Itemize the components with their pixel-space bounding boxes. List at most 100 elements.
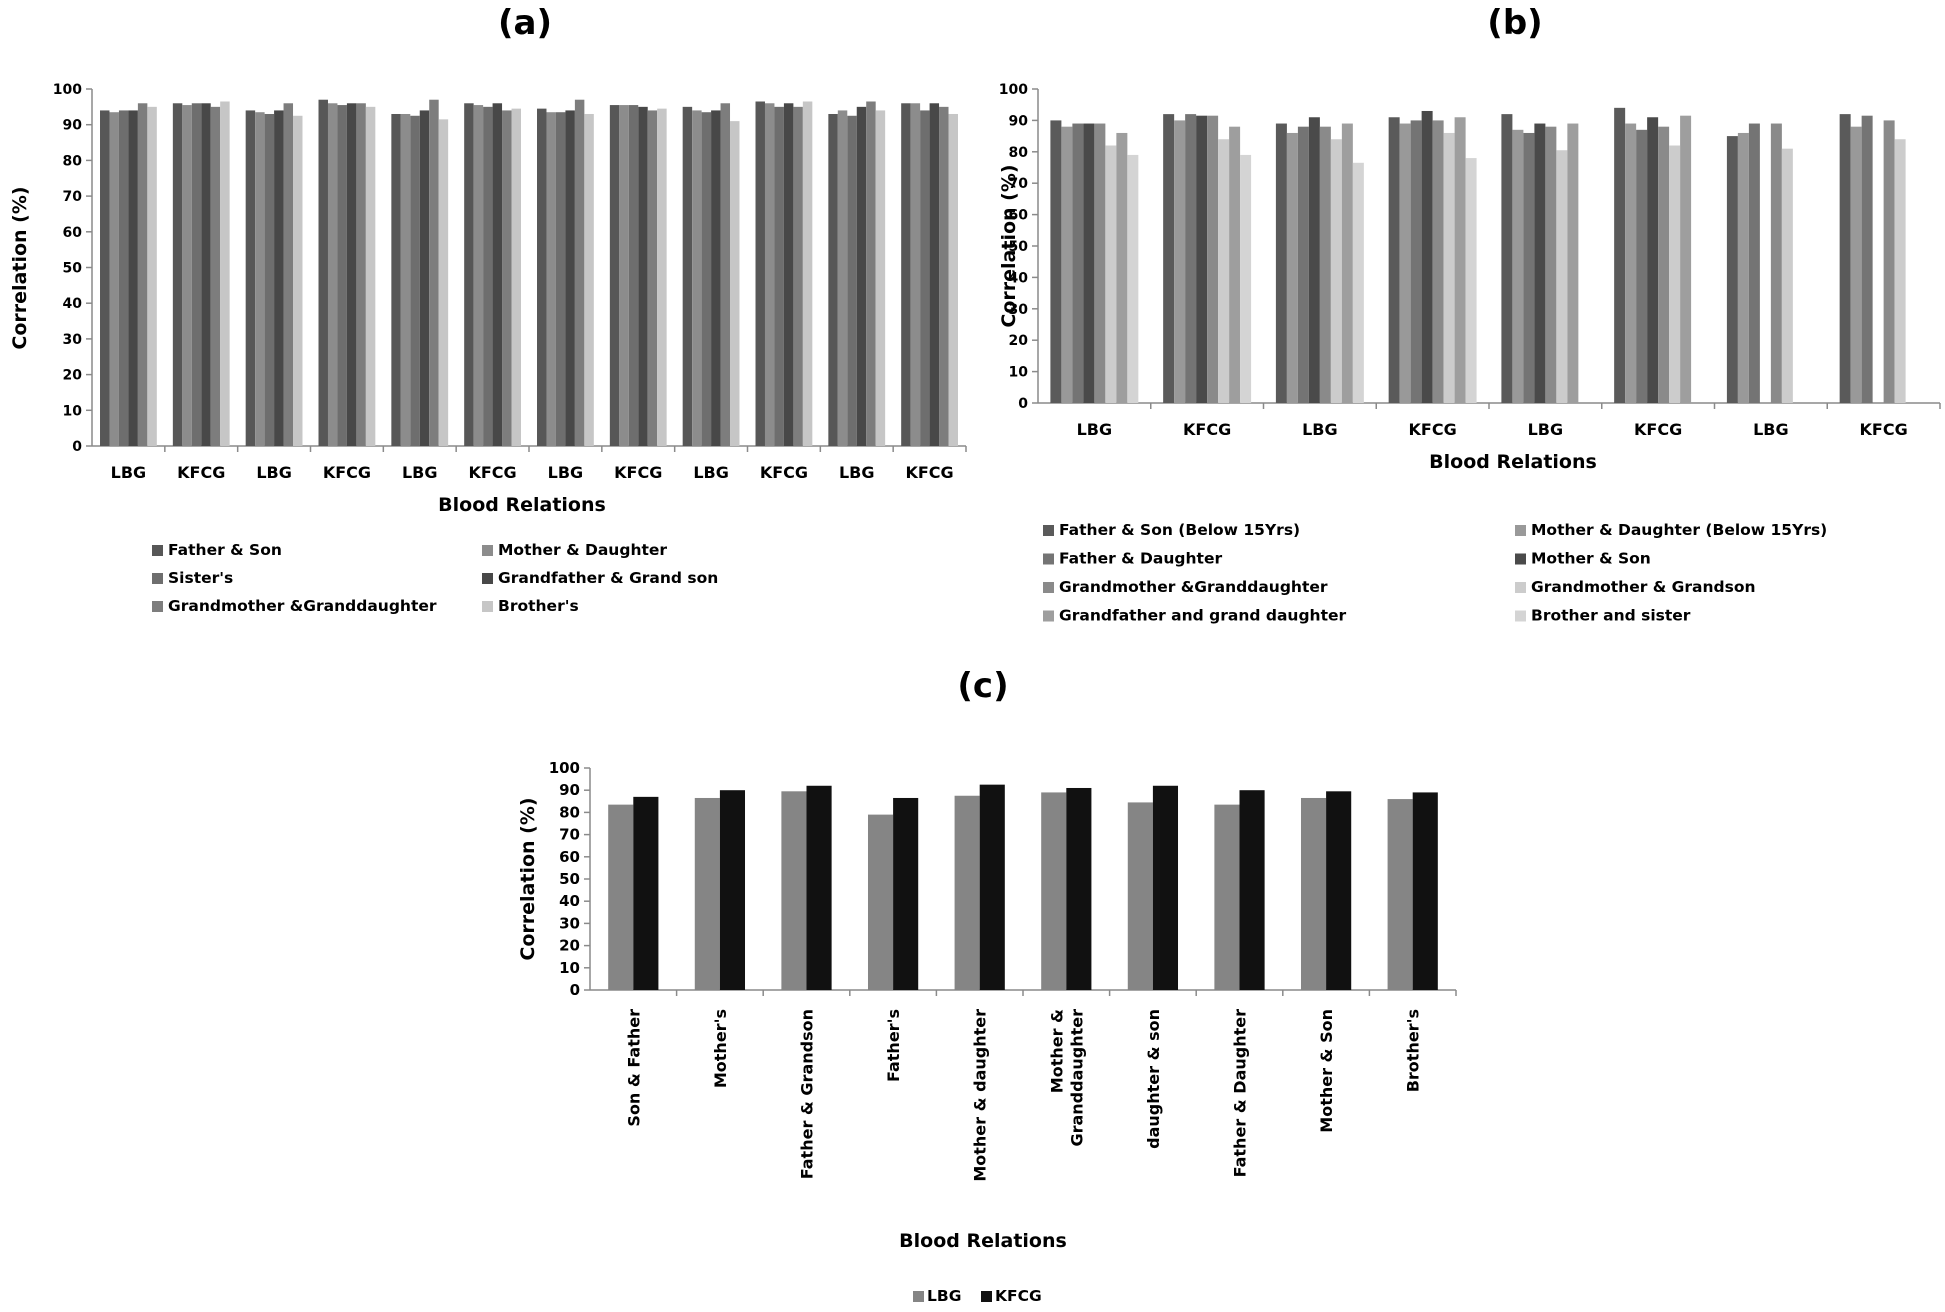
chart-c-bar (1239, 790, 1265, 990)
chart-a-y-tick-label: 0 (72, 439, 82, 455)
chart-a-bar (191, 103, 202, 446)
chart-a-legend-swatch (152, 545, 163, 556)
chart-b-bar (1207, 115, 1219, 403)
chart-c-y-tick-label: 70 (559, 826, 580, 844)
chart-b-bar (1388, 117, 1400, 403)
chart-a-bar (410, 115, 420, 447)
chart-a-bar (172, 103, 183, 446)
chart-a-bar (910, 103, 921, 446)
chart-b-bar (1850, 126, 1862, 404)
chart-a-bar (483, 106, 493, 446)
chart-b-x-tick-label: LBG (1753, 420, 1789, 439)
chart-b-bar (1680, 115, 1692, 403)
chart-a-bar (828, 113, 838, 447)
chart-a-x-tick-label: KFCG (468, 463, 516, 482)
chart-a-bar (939, 106, 949, 446)
chart-b-legend-swatch (1515, 610, 1526, 622)
chart-a-legend-label: Brother's (498, 597, 579, 615)
chart-a-bar (574, 99, 585, 447)
chart-b-bar (1083, 123, 1095, 403)
chart-b-bar (1286, 132, 1298, 403)
chart-c-x-tick-label: Mother & Son (1317, 1009, 1336, 1133)
chart-c-bar (1300, 797, 1327, 990)
chart-a-y-tick-label: 40 (63, 296, 83, 312)
chart-c-y-tick-label: 90 (559, 781, 580, 799)
chart-a-bar (346, 103, 357, 446)
chart-a-bar (537, 108, 547, 446)
chart-a-bar (901, 103, 911, 446)
chart-c-legend-swatch (981, 1291, 992, 1302)
chart-b-bar (1319, 126, 1331, 404)
chart-c-x-tick-label: Mother's (711, 1009, 730, 1088)
chart-c-panel-label: (c) (957, 666, 1008, 706)
chart-b-bar (1174, 120, 1186, 404)
chart-a-x-tick-label: LBG (693, 463, 729, 482)
chart-c-bar (1326, 791, 1352, 990)
chart-c-bar (806, 785, 832, 990)
chart-a-bar (619, 105, 629, 446)
chart-b-bar (1061, 126, 1073, 404)
chart-a-bar (356, 103, 366, 446)
chart-a-bar (682, 106, 693, 446)
chart-b-bar (1308, 117, 1320, 403)
chart-b-bar (1658, 126, 1670, 404)
chart-b-bar (1432, 120, 1444, 404)
chart-a-y-tick-label: 70 (63, 189, 83, 205)
chart-b-bar (1625, 123, 1637, 403)
chart-a-bar (137, 103, 148, 446)
chart-a-bar (584, 113, 594, 447)
chart-c-bar (781, 791, 807, 990)
chart-a-legend-label: Grandfather & Grand son (498, 569, 718, 587)
chart-a-x-tick-label: LBG (548, 463, 584, 482)
chart-c-bar (1066, 787, 1092, 990)
chart-a-bar (109, 112, 119, 446)
chart-c-bar (867, 814, 894, 990)
chart-b-bar (1534, 123, 1546, 403)
chart-b-bar (1465, 158, 1477, 403)
chart-b-bar (1636, 129, 1648, 403)
chart-a-bar (555, 112, 566, 446)
chart-b-bar (1105, 145, 1117, 403)
chart-b-svg: (b) 0 10 20 30 40 50 60 70 80 90 100 Correlation (%)… (998, 3, 1941, 625)
chart-b-y-tick-label: 0 (1018, 396, 1028, 412)
chart-a-y-tick-label: 100 (53, 82, 82, 98)
chart-b-y-tick-label: 70 (1009, 176, 1029, 192)
chart-a-bar (255, 112, 265, 446)
chart-a-bar (419, 110, 430, 447)
chart-c-x-tick-label: Father's (884, 1009, 903, 1082)
chart-a-bar (147, 106, 157, 446)
chart-c-x-axis-title: Blood Relations (899, 1230, 1067, 1252)
chart-a-legend-label: Grandmother &Granddaughter (168, 597, 437, 615)
chart-b-y-tick-label: 40 (1009, 270, 1029, 286)
chart-b-x-tick-label: LBG (1302, 420, 1338, 439)
chart-panel-a: (a) 0 10 20 30 40 50 60 70 80 90 100 Correlation (%)… (0, 0, 970, 660)
chart-a-bar (837, 110, 848, 447)
chart-c-x-tick-label: Father & Grandson (798, 1009, 817, 1179)
chart-b-x-axis-title: Blood Relations (1429, 451, 1597, 473)
chart-b-legend-swatch (1043, 553, 1054, 565)
chart-a-bar (711, 110, 721, 447)
chart-b-bar (1523, 132, 1535, 403)
chart-b-bar (1614, 107, 1626, 403)
chart-b-y-tick-label: 10 (1009, 365, 1029, 381)
chart-a-bar (657, 108, 667, 446)
chart-a-bar (220, 101, 230, 447)
chart-b-x-tick-label: LBG (1077, 420, 1113, 439)
chart-a-bar (201, 103, 211, 446)
chart-a-legend-swatch (482, 601, 493, 612)
chart-b-bar (1275, 123, 1287, 403)
chart-a-y-tick-label: 80 (63, 153, 83, 169)
chart-c-y-tick-label: 80 (559, 803, 580, 821)
chart-a-bar (391, 113, 401, 447)
chart-a-legend-label: Sister's (168, 569, 233, 587)
chart-b-legend-label: Grandfather and grand daughter (1059, 607, 1347, 625)
chart-a-x-tick-label: LBG (256, 463, 292, 482)
chart-a-bar (492, 103, 503, 446)
chart-a-bar (283, 103, 294, 446)
chart-a-bar (464, 103, 474, 446)
chart-b-bar (1352, 162, 1364, 403)
chart-a-bar (783, 103, 794, 446)
chart-a-bar (647, 110, 658, 447)
chart-c-bar (979, 784, 1005, 990)
chart-c-y-tick-label: 100 (549, 759, 580, 777)
